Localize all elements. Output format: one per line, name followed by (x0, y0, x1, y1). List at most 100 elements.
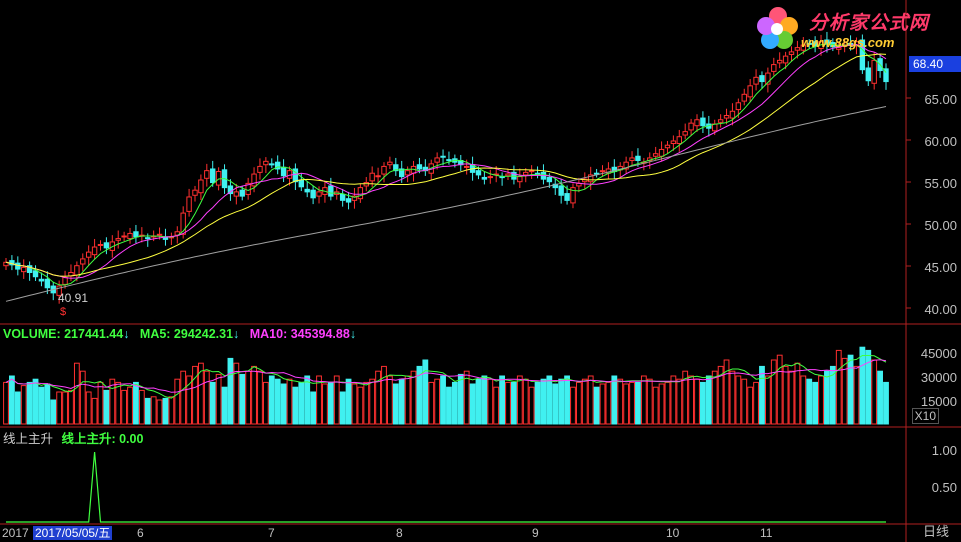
volume-bar (168, 396, 175, 425)
volume-bar (398, 378, 405, 425)
candle-body (274, 161, 281, 170)
volume-bar (652, 386, 659, 425)
volume-axis-label: 45000 (920, 346, 957, 361)
candle-body (558, 185, 564, 196)
volume-bar (599, 383, 606, 425)
candle-body (623, 161, 629, 170)
volume-bar (735, 375, 742, 425)
candle-body (239, 189, 245, 197)
candle-body (210, 168, 216, 184)
candle-body (694, 119, 700, 127)
candle-body (487, 176, 493, 179)
candle-body (546, 176, 553, 183)
volume-bar (322, 383, 328, 425)
candle-body (741, 93, 747, 102)
volume-bar (705, 375, 712, 425)
candle-body (103, 242, 110, 249)
volume-bar (103, 389, 110, 425)
down-arrow-icon: ↓ (349, 327, 357, 341)
ma60-line (5, 106, 887, 302)
volume-bar (115, 381, 122, 425)
volume-bar (723, 359, 730, 425)
candle-body (280, 166, 287, 177)
volume-bar (481, 375, 488, 425)
volume-bar (658, 383, 665, 425)
candle-body (523, 171, 529, 176)
volume-bar (617, 378, 624, 425)
candle-body (759, 75, 765, 83)
candle-body (853, 41, 860, 47)
volume-bar (138, 389, 145, 425)
candle-body (91, 246, 98, 256)
volume-bar (646, 378, 653, 425)
candle-body (794, 47, 801, 51)
candle-body (664, 144, 671, 149)
indicator-axis-label: 0.50 (931, 480, 957, 495)
price-axis-label: 45.00 (924, 260, 957, 275)
volume-bar (363, 381, 370, 425)
volume-bar (688, 375, 695, 425)
volume-bar (434, 378, 441, 425)
volume-bar (847, 354, 854, 425)
candle-body (269, 163, 275, 166)
candle-body (812, 41, 818, 47)
volume-bar (499, 375, 506, 425)
volume-bar (640, 375, 647, 425)
candle-body (593, 172, 600, 175)
volume-bar (853, 365, 860, 425)
volume-bar (729, 370, 736, 425)
volume-bar (357, 386, 364, 425)
volume-bar (534, 381, 541, 425)
volume-bar (469, 383, 476, 425)
volume-bar (73, 362, 80, 425)
candle-body (215, 171, 222, 186)
volume-bar (32, 378, 39, 425)
volume-bar (375, 370, 381, 425)
candle-body (192, 189, 198, 196)
candle-body (505, 173, 511, 177)
volume-bar (451, 381, 458, 425)
volume-bar (475, 378, 482, 425)
candle-body (121, 235, 127, 238)
candle-body (635, 155, 641, 161)
volume-bar (109, 378, 116, 425)
volume-bar (404, 375, 411, 425)
candle-body (375, 175, 381, 178)
candle-body (97, 243, 104, 246)
candle-body (511, 171, 517, 180)
volume-bar (794, 362, 801, 425)
volume-bar (292, 386, 299, 425)
year-label: 2017 (2, 526, 29, 540)
volume-bar (871, 359, 878, 425)
volume-bar (487, 378, 494, 425)
candle-body (245, 182, 251, 195)
volume-bar (68, 389, 74, 425)
volume-bar (280, 383, 287, 425)
volume-bar (3, 381, 9, 425)
volume-bar (257, 370, 263, 425)
candle-body (658, 148, 665, 157)
price-axis-label: 60.00 (924, 134, 957, 149)
candle-body (339, 193, 346, 201)
candle-body (859, 39, 866, 71)
period-selector[interactable]: 日线 (922, 525, 949, 540)
volume-bar (776, 354, 783, 425)
candle-body (446, 159, 452, 162)
volume-bar (286, 378, 293, 425)
volume-bar (26, 381, 33, 425)
candle-body (74, 265, 80, 276)
candle-body (700, 117, 706, 127)
candle-body (682, 131, 688, 136)
candle-body (481, 176, 488, 180)
volume-bar (511, 381, 517, 425)
volume-bar (670, 375, 677, 425)
volume-bar (824, 370, 830, 425)
volume-bar (623, 383, 630, 425)
volume-bar (593, 386, 600, 425)
cursor-date-tag: 2017/05/05/五 (33, 526, 113, 540)
candle-body (345, 198, 352, 203)
candle-body (298, 179, 305, 188)
candle-body (357, 187, 364, 200)
volume-bar (298, 381, 305, 425)
